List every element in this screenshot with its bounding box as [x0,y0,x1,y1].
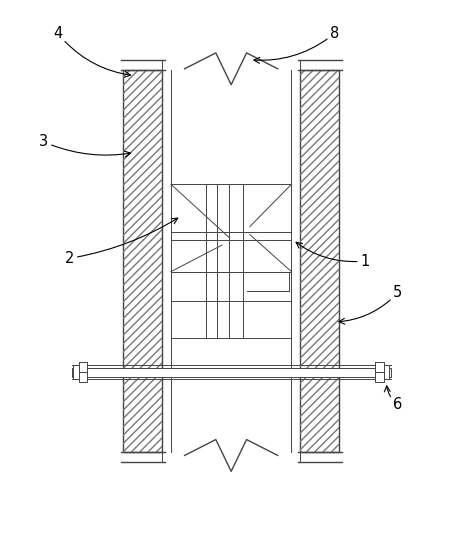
Bar [72,368,391,377]
Bar [123,70,163,452]
Text: 1: 1 [296,242,370,268]
Text: 6: 6 [384,386,402,412]
Text: 4: 4 [53,26,130,77]
Text: 5: 5 [339,285,402,324]
Bar [79,362,87,383]
Text: 2: 2 [64,218,178,266]
Bar [73,365,79,379]
Bar [300,70,339,452]
Bar [171,272,292,338]
Text: 8: 8 [254,26,339,63]
Bar [300,70,339,452]
Bar [375,362,383,383]
Text: 3: 3 [39,134,130,157]
Bar [383,365,389,379]
Bar [123,70,163,452]
